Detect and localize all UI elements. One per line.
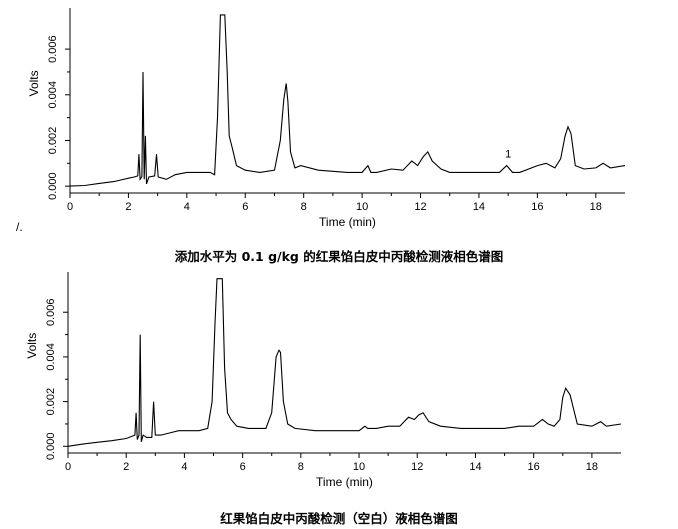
x-tick-label: 0 <box>65 461 71 473</box>
y-tick-label: 0.006 <box>45 298 57 326</box>
x-tick-label: 8 <box>301 201 307 213</box>
y-tick-label: 0.002 <box>47 127 59 155</box>
y-axis-label: Volts <box>25 333 39 359</box>
chromatogram-blank: 0 2 4 6 8 10 12 14 16 18 0.000 0.002 0.004 0.006 Time … <box>25 272 621 489</box>
x-tick-label: 6 <box>240 461 246 473</box>
x-tick-label: 10 <box>353 461 365 473</box>
x-tick-label: 12 <box>414 201 426 213</box>
y-tick-label: 0.004 <box>45 343 57 371</box>
x-tick-label: 12 <box>411 461 423 473</box>
stray-mark: /. <box>16 220 23 234</box>
series-line <box>70 14 625 187</box>
x-tick-label: 2 <box>123 461 129 473</box>
chart-caption-spiked: 添加水平为 0.1 g/kg 的红果馅白皮中丙酸检测液相色谱图 <box>174 249 504 264</box>
x-tick-label: 18 <box>590 201 602 213</box>
y-tick-label: 0.002 <box>45 388 57 416</box>
x-tick-label: 4 <box>184 201 190 213</box>
y-tick-label: 0.000 <box>47 172 59 200</box>
peak-annotation: 1 <box>505 149 511 161</box>
x-tick-label: 18 <box>586 461 598 473</box>
x-tick-label: 14 <box>469 461 481 473</box>
x-tick-label: 4 <box>181 461 187 473</box>
x-tick-label: 14 <box>473 201 485 213</box>
series-line <box>68 278 621 447</box>
y-axis-label: Volts <box>27 70 41 96</box>
x-axis-label: Time (min) <box>319 215 376 229</box>
x-tick-label: 16 <box>528 461 540 473</box>
x-tick-label: 2 <box>125 201 131 213</box>
chart-caption-blank: 红果馅白皮中丙酸检测（空白）液相色谱图 <box>220 511 458 526</box>
x-tick-label: 10 <box>356 201 368 213</box>
y-tick-label: 0.004 <box>47 81 59 109</box>
x-tick-label: 6 <box>242 201 248 213</box>
x-tick-label: 0 <box>67 201 73 213</box>
y-tick-label: 0.006 <box>47 35 59 63</box>
y-tick-label: 0.000 <box>45 433 57 461</box>
x-tick-label: 8 <box>298 461 304 473</box>
x-tick-label: 16 <box>531 201 543 213</box>
chromatogram-spiked: 0 2 4 6 8 10 12 14 16 18 0.000 0.002 0.004 0.006 Time … <box>27 8 625 229</box>
x-axis-label: Time (min) <box>316 475 373 489</box>
